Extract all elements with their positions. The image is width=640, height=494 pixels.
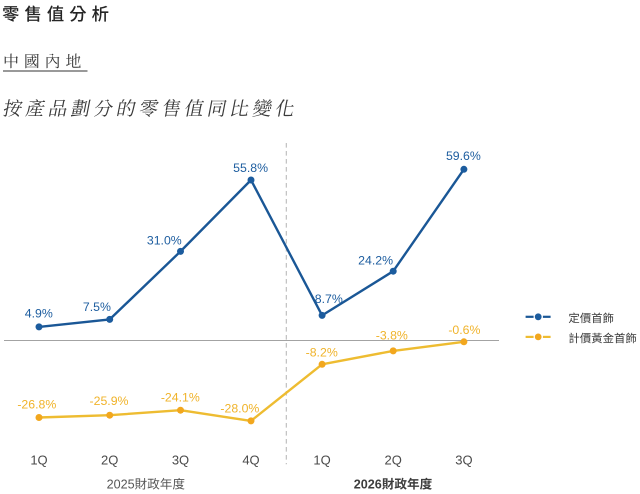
svg-text:24.2%: 24.2%: [358, 254, 393, 268]
svg-text:-0.6%: -0.6%: [448, 323, 480, 337]
svg-text:1Q: 1Q: [313, 452, 330, 467]
svg-text:2025: 2025: [107, 478, 135, 492]
svg-text:-28.0%: -28.0%: [220, 402, 259, 416]
svg-text:59.6%: 59.6%: [446, 149, 481, 163]
svg-text:3Q: 3Q: [455, 452, 472, 467]
svg-text:2026: 2026: [354, 478, 382, 492]
svg-text:-3.8%: -3.8%: [376, 329, 408, 343]
svg-text:3Q: 3Q: [172, 452, 189, 467]
svg-text:4.9%: 4.9%: [25, 306, 53, 320]
svg-text:8.7%: 8.7%: [315, 292, 343, 306]
svg-text:31.0%: 31.0%: [147, 233, 182, 247]
svg-text:-8.2%: -8.2%: [306, 345, 338, 359]
svg-text:-24.1%: -24.1%: [161, 391, 200, 405]
svg-text:1Q: 1Q: [30, 452, 47, 467]
svg-text:4Q: 4Q: [242, 452, 259, 467]
svg-text:2Q: 2Q: [101, 452, 118, 467]
svg-text:55.8%: 55.8%: [233, 161, 268, 175]
svg-text:-26.8%: -26.8%: [17, 397, 56, 411]
svg-text:2Q: 2Q: [385, 452, 402, 467]
svg-text:7.5%: 7.5%: [83, 300, 111, 314]
svg-text:-25.9%: -25.9%: [90, 394, 129, 408]
